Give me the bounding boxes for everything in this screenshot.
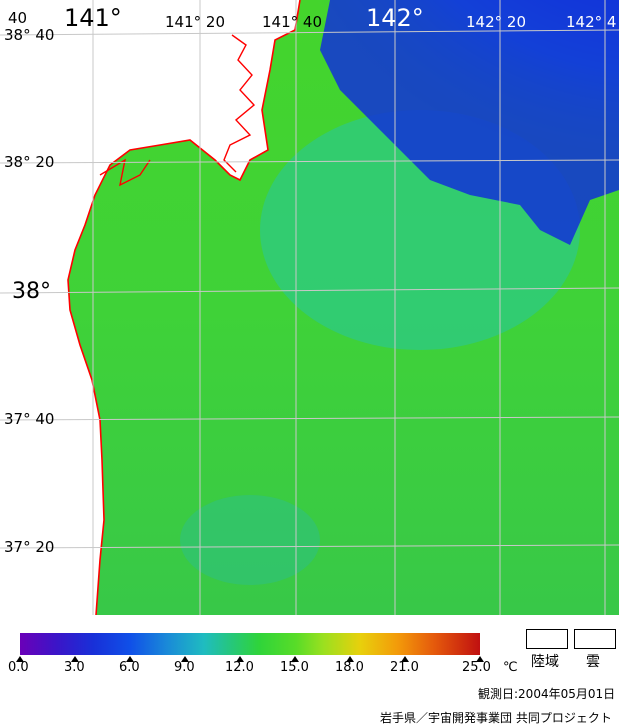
lon-label-141: 141° <box>64 4 122 32</box>
scale-label-9: 9.0 <box>174 660 195 675</box>
cloud-swatch <box>574 629 616 649</box>
lat-label-38-20: 38° 20 <box>4 153 55 171</box>
lon-label-142: 142° <box>366 4 424 32</box>
scale-label-3: 3.0 <box>64 660 85 675</box>
land-swatch <box>526 629 568 649</box>
color-scale-bar <box>20 633 480 655</box>
temperature-color-scale <box>16 633 484 662</box>
coastline <box>67 0 301 615</box>
credit-text: 岩手県／宇宙開発事業団 共同プロジェクト <box>380 711 612 725</box>
scale-tick <box>476 656 484 662</box>
lon-label-142-20: 142° 20 <box>466 13 526 31</box>
scale-tick <box>16 656 24 662</box>
observation-date: 観測日:2004年05月01日 <box>478 687 616 701</box>
scale-label-0: 0.0 <box>8 660 29 675</box>
cloud-swatch-label: 雲 <box>586 654 600 670</box>
lon-label-141-20: 141° 20 <box>165 13 225 31</box>
scale-label-15: 15.0 <box>280 660 309 675</box>
lat-label-38: 38° <box>12 279 51 304</box>
scale-tick <box>71 656 79 662</box>
scale-tick <box>236 656 244 662</box>
lat-label-37-20: 37° 20 <box>4 538 55 556</box>
coastline-inlets <box>99 34 256 187</box>
scale-label-12: 12.0 <box>225 660 254 675</box>
lon-label-140-40: 40 <box>8 9 28 27</box>
land-area <box>0 0 300 615</box>
lon-label-141-40: 141° 40 <box>262 13 322 31</box>
scale-label-18: 18.0 <box>335 660 364 675</box>
land-swatch-label: 陸域 <box>531 654 559 670</box>
scale-tick <box>126 656 134 662</box>
lat-label-37-40: 37° 40 <box>4 410 55 428</box>
scale-label-6: 6.0 <box>119 660 140 675</box>
scale-tick <box>346 656 354 662</box>
scale-tick <box>401 656 409 662</box>
scale-label-25: 25.0 <box>462 660 491 675</box>
lat-label-38-40: 38° 40 <box>4 26 55 44</box>
graticule <box>0 0 619 615</box>
lon-label-142-40: 142° 4 <box>566 13 617 31</box>
scale-tick <box>291 656 299 662</box>
scale-unit: ℃ <box>503 660 518 675</box>
teal-patch <box>180 495 320 585</box>
scale-label-21: 21.0 <box>390 660 419 675</box>
sea-surface-temperature-map <box>0 0 619 615</box>
scale-tick <box>181 656 189 662</box>
